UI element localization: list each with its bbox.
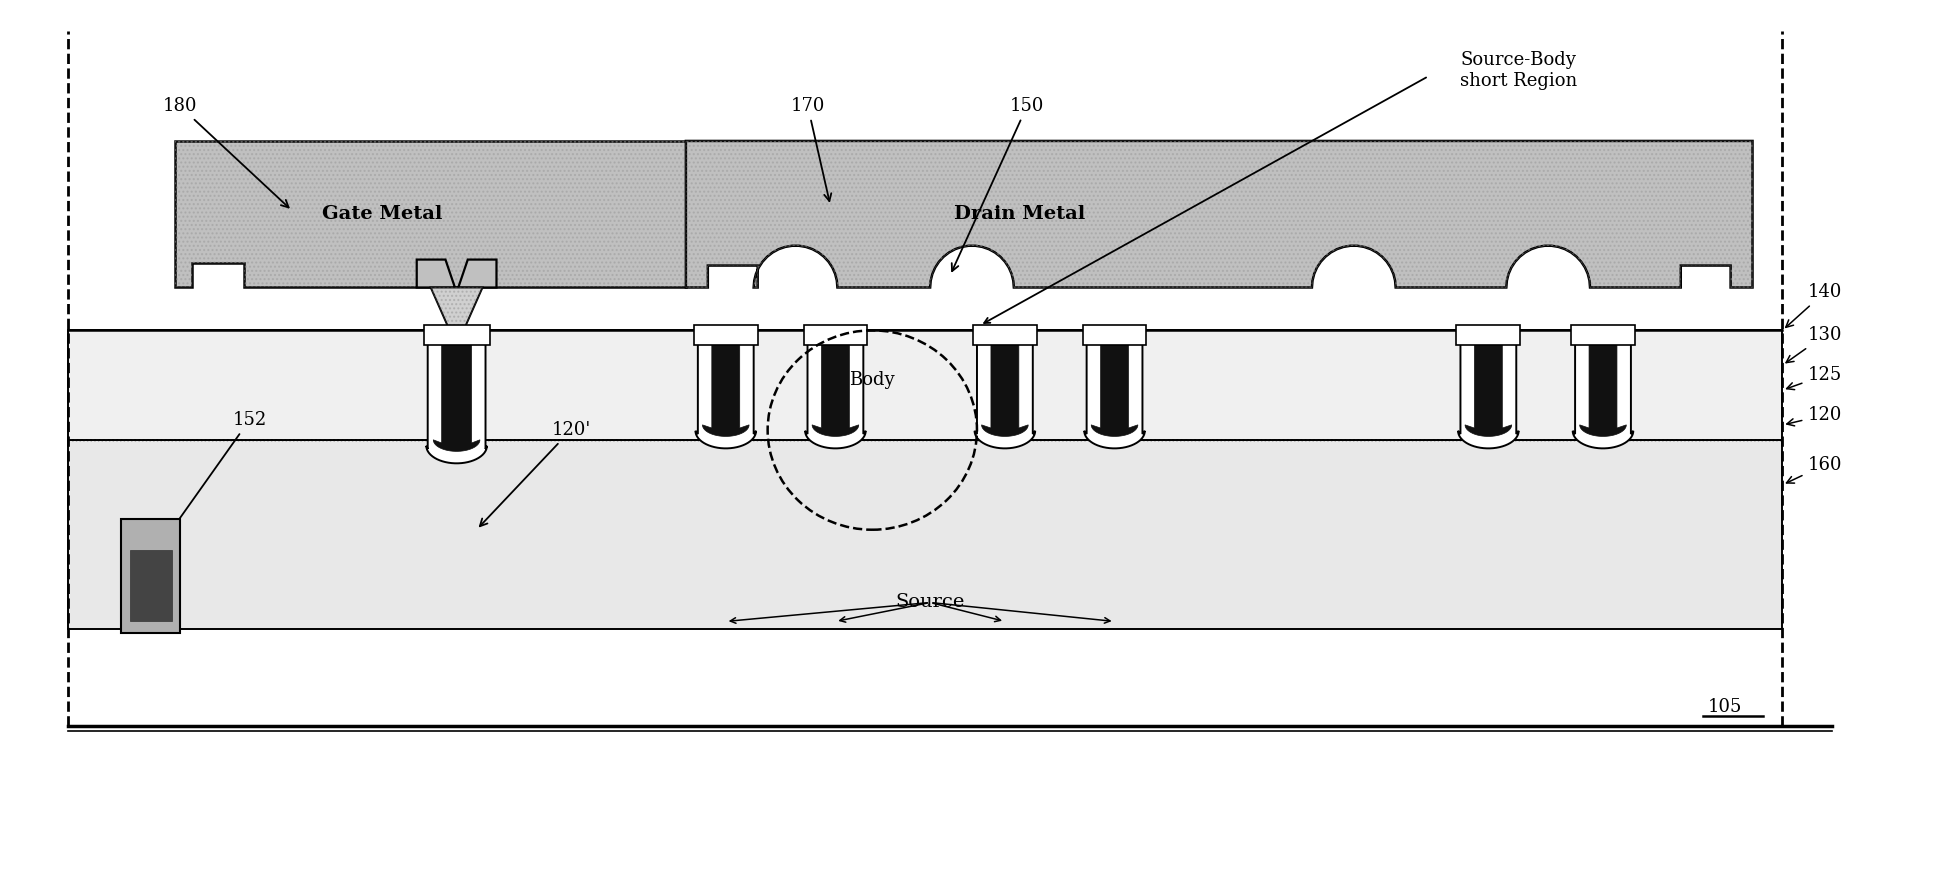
Bar bbox=[804, 326, 868, 345]
Bar bbox=[68, 440, 1782, 629]
Polygon shape bbox=[686, 141, 1753, 288]
Text: 130: 130 bbox=[1786, 327, 1842, 363]
Bar bbox=[1457, 326, 1521, 345]
Polygon shape bbox=[1085, 330, 1145, 449]
Text: 150: 150 bbox=[951, 97, 1044, 271]
Polygon shape bbox=[1581, 330, 1627, 436]
Polygon shape bbox=[174, 141, 686, 288]
Polygon shape bbox=[1464, 330, 1511, 436]
Polygon shape bbox=[430, 288, 482, 330]
Text: Drain Metal: Drain Metal bbox=[955, 204, 1085, 223]
Bar bbox=[1083, 326, 1147, 345]
Text: 170: 170 bbox=[790, 97, 831, 201]
Polygon shape bbox=[426, 330, 486, 464]
Bar bbox=[972, 326, 1036, 345]
Polygon shape bbox=[1459, 330, 1519, 449]
Text: 152: 152 bbox=[161, 411, 267, 546]
Bar bbox=[68, 330, 1782, 440]
Text: Body: Body bbox=[850, 371, 895, 389]
Polygon shape bbox=[416, 259, 496, 292]
Text: 160: 160 bbox=[1786, 456, 1842, 483]
Polygon shape bbox=[974, 330, 1034, 449]
Text: 125: 125 bbox=[1786, 366, 1842, 389]
Polygon shape bbox=[1091, 330, 1137, 436]
Bar bbox=[130, 550, 172, 621]
Text: 140: 140 bbox=[1786, 283, 1842, 327]
Text: 180: 180 bbox=[163, 97, 289, 207]
Text: Source-Body
short Region: Source-Body short Region bbox=[1460, 51, 1577, 90]
Polygon shape bbox=[982, 330, 1029, 436]
Bar bbox=[693, 326, 757, 345]
Polygon shape bbox=[1573, 330, 1633, 449]
Polygon shape bbox=[812, 330, 858, 436]
Bar bbox=[424, 326, 490, 345]
Polygon shape bbox=[695, 330, 755, 449]
Text: 105: 105 bbox=[1708, 698, 1741, 716]
Bar bbox=[120, 519, 180, 634]
Polygon shape bbox=[703, 330, 750, 436]
Polygon shape bbox=[434, 330, 480, 451]
Polygon shape bbox=[806, 330, 866, 449]
Text: 120': 120' bbox=[480, 421, 591, 527]
Text: Gate Metal: Gate Metal bbox=[322, 204, 442, 223]
Bar bbox=[1571, 326, 1635, 345]
Text: Source: Source bbox=[895, 594, 965, 612]
Text: 120: 120 bbox=[1786, 406, 1842, 426]
